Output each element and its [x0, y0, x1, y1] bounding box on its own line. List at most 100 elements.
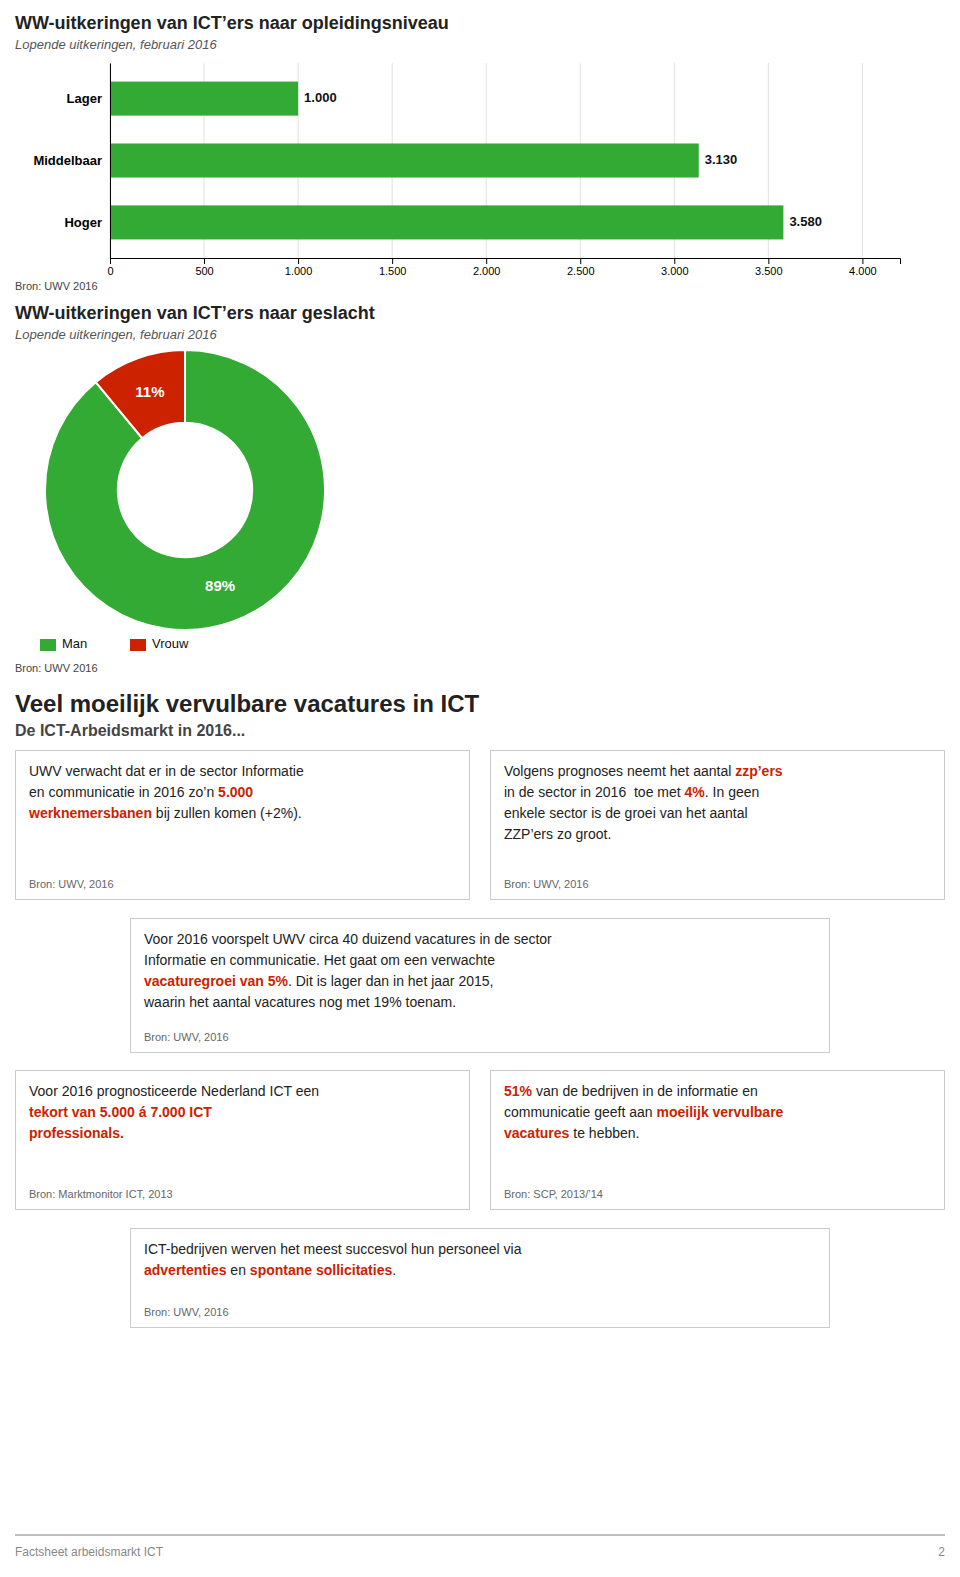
bar: [110, 143, 699, 177]
box-text: vacaturegroei van 5%: [144, 973, 289, 989]
box-line: werknemersbanen bij zullen komen (+2%).: [28, 805, 302, 821]
tick: 3.500: [755, 258, 783, 277]
tick-label: 0: [107, 265, 113, 277]
chart-title: WW-uitkeringen van ICT’ers naar opleidin…: [15, 13, 449, 33]
footer: Factsheet arbeidsmarkt ICT 2: [15, 1535, 945, 1559]
box-line: Voor 2016 prognosticeerde Nederland ICT …: [29, 1083, 319, 1099]
box-text: . In geen: [705, 784, 760, 800]
legend-swatch: [130, 639, 146, 651]
box-line: 51% van de bedrijven in de informatie en: [504, 1083, 758, 1099]
text-box: Voor 2016 voorspelt UWV circa 40 duizend…: [131, 919, 830, 1053]
section-subtitle: De ICT-Arbeidsmarkt in 2016...: [15, 722, 245, 739]
box-text: .: [392, 1262, 396, 1278]
box-line: Volgens prognoses neemt het aantal zzp’e…: [504, 763, 783, 779]
tick-label: Hoger: [64, 215, 102, 230]
donut-chart: WW-uitkeringen van ICT’ers naar geslacht…: [15, 303, 375, 674]
tick-mark: [862, 258, 863, 264]
box-text: Voor 2016 voorspelt UWV circa 40 duizend…: [144, 931, 552, 947]
data-label: 11%: [135, 382, 164, 399]
box-line: ZZP’ers zo groot.: [504, 826, 611, 842]
page: WW-uitkeringen van ICT’ers naar opleidin…: [0, 0, 960, 1577]
axis-line: [110, 64, 111, 259]
data-label: 3.130: [705, 152, 738, 167]
box-text: en communicatie in 2016 zo’n: [29, 784, 218, 800]
grid-line: [110, 63, 111, 258]
tick-label: 4.000: [849, 265, 877, 277]
tick-mark: [110, 258, 111, 264]
tick-label: 1.500: [379, 265, 407, 277]
tick-label: 2.500: [567, 265, 595, 277]
box-border: [491, 751, 945, 900]
chart-title: WW-uitkeringen van ICT’ers naar geslacht: [15, 303, 375, 323]
legend: ManVrouw: [40, 636, 189, 651]
data-label: 1.000: [304, 90, 337, 105]
box-line: vacatures te hebben.: [504, 1125, 639, 1141]
box-border: [491, 1071, 945, 1210]
tick-label: 2.000: [473, 265, 501, 277]
box-text: 4%: [685, 784, 706, 800]
box-text: enkele sector is de groei van het aantal: [504, 805, 748, 821]
tick: 0: [107, 258, 113, 277]
box-text: . Dit is lager dan in het jaar 2015,: [288, 973, 493, 989]
tick-mark: [580, 258, 581, 264]
bar-chart: WW-uitkeringen van ICT’ers naar opleidin…: [15, 13, 901, 292]
box-text: werknemersbanen: [28, 805, 152, 821]
data-labels: 1.0003.1303.580: [304, 90, 822, 229]
box-line: enkele sector is de groei van het aantal: [504, 805, 748, 821]
box-text: ICT-bedrijven werven het meest succesvol…: [144, 1241, 522, 1257]
box-text: vacatures: [504, 1125, 570, 1141]
box-line: advertenties en spontane sollicitaties.: [144, 1262, 396, 1278]
tick: 2.000: [473, 258, 501, 277]
tick-mark: [768, 258, 769, 264]
section: Veel moeilijk vervulbare vacatures in IC…: [15, 690, 480, 739]
tick: 3.000: [661, 258, 689, 277]
tick-mark: [486, 258, 487, 264]
slice: [45, 350, 325, 630]
box-line: UWV verwacht dat er in de sector Informa…: [29, 763, 304, 779]
box-text: moeilijk vervulbare: [657, 1104, 784, 1120]
box-text: waarin het aantal vacatures nog met 19% …: [143, 994, 456, 1010]
footer-page: 2: [938, 1545, 945, 1559]
box-text: communicatie geeft aan: [504, 1104, 657, 1120]
x-axis: 05001.0001.5002.0002.5003.0003.5004.000: [107, 258, 900, 277]
tick-mark: [204, 258, 205, 264]
tick: 1.500: [379, 258, 407, 277]
grid: [110, 63, 862, 258]
box-source: Bron: UWV, 2016: [29, 878, 114, 890]
chart-subtitle: Lopende uitkeringen, februari 2016: [15, 37, 217, 52]
tick-mark: [392, 258, 393, 264]
box-border: [16, 1071, 470, 1210]
box-line: communicatie geeft aan moeilijk vervulba…: [504, 1104, 784, 1120]
tick: 4.000: [849, 258, 877, 277]
box-line: Voor 2016 voorspelt UWV circa 40 duizend…: [144, 931, 552, 947]
box-text: en: [226, 1262, 249, 1278]
text-box: UWV verwacht dat er in de sector Informa…: [16, 751, 470, 900]
source: Bron: UWV 2016: [15, 280, 98, 292]
grid-line: [862, 63, 863, 258]
box-text: van de bedrijven in de informatie en: [532, 1083, 758, 1099]
box-line: vacaturegroei van 5%. Dit is lager dan i…: [144, 973, 493, 989]
box-text: ZZP’ers zo groot.: [504, 826, 611, 842]
legend-entry: Man: [62, 636, 87, 651]
footer-text: Factsheet arbeidsmarkt ICT: [15, 1545, 164, 1559]
box-line: in de sector in 2016 toe met 4%. In geen: [504, 784, 759, 800]
axis-line: [111, 259, 901, 265]
box-line: ICT-bedrijven werven het meest succesvol…: [144, 1241, 522, 1257]
tick: Lager: [67, 91, 110, 106]
box-line: Informatie en communicatie. Het gaat om …: [144, 952, 495, 968]
box-text: Voor 2016 prognosticeerde Nederland ICT …: [29, 1083, 319, 1099]
tick-mark: [298, 258, 299, 264]
box-source: Bron: UWV, 2016: [144, 1306, 229, 1318]
box-text: tekort van 5.000 á 7.000 ICT: [29, 1104, 212, 1120]
box-border: [131, 1229, 830, 1328]
box-text: 51%: [504, 1083, 533, 1099]
box-text: advertenties: [144, 1262, 227, 1278]
box-text: bij zullen komen (+2%).: [152, 805, 302, 821]
source: Bron: UWV 2016: [15, 662, 98, 674]
data-label: 89%: [205, 577, 235, 594]
bar: [110, 82, 298, 116]
tick-label: 3.500: [755, 265, 783, 277]
chart-subtitle: Lopende uitkeringen, februari 2016: [15, 327, 217, 342]
box-line: waarin het aantal vacatures nog met 19% …: [143, 994, 456, 1010]
slice: [96, 350, 185, 438]
